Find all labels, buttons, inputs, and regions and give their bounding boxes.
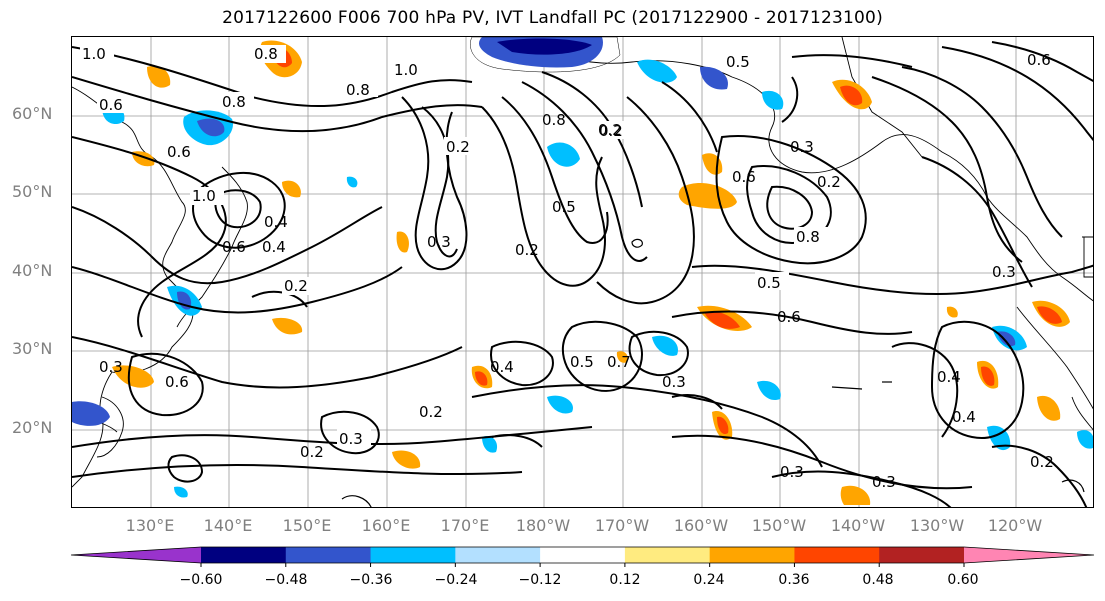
contour-label: 0.6 xyxy=(732,168,756,186)
contour-label: 0.5 xyxy=(570,353,594,371)
colorbar-tick-label: −0.48 xyxy=(264,572,308,588)
colorbar-segment xyxy=(455,547,541,563)
colorbar-segment xyxy=(201,547,287,563)
colorbar-tick-label: 0.60 xyxy=(947,572,979,588)
colorbar-segment xyxy=(624,547,711,563)
contour-label: 0.4 xyxy=(262,238,286,256)
colorbar xyxy=(70,546,1095,567)
contour-label: 0.2 xyxy=(598,121,622,139)
colorbar-tick-label: 0.12 xyxy=(609,572,641,588)
lon-label-130e: 130°E xyxy=(125,516,175,535)
colorbar-tick-label: 0.48 xyxy=(862,572,894,588)
map-title: 2017122600 F006 700 hPa PV, IVT Landfall… xyxy=(222,8,883,28)
contour-label: 0.6 xyxy=(167,143,191,161)
contour-label: 1.0 xyxy=(82,45,106,63)
colorbar-segment xyxy=(370,547,456,563)
colorbar-segment xyxy=(540,547,626,563)
contour-label: 1.0 xyxy=(394,61,418,79)
colorbar-tick-label: −0.60 xyxy=(179,572,223,588)
lon-label-140e: 140°E xyxy=(203,516,253,535)
contour-label: 0.6 xyxy=(222,238,246,256)
colorbar-tick-label: −0.36 xyxy=(349,572,393,588)
lat-label-40n: 40°N xyxy=(12,261,53,280)
colorbar-tick-label: −0.12 xyxy=(518,572,562,588)
lat-label-60n: 60°N xyxy=(12,104,53,123)
contour-label: 0.2 xyxy=(419,403,443,421)
contour-label: 0.3 xyxy=(992,263,1016,281)
contour-label: 0.4 xyxy=(952,408,976,426)
contour-label: 0.3 xyxy=(427,233,451,251)
contour-label: 0.8 xyxy=(254,45,278,63)
lon-label-120w: 120°W xyxy=(987,516,1043,535)
contour-label: 0.6 xyxy=(99,96,123,114)
contour-label: 0.3 xyxy=(99,358,123,376)
contour-label: 0.2 xyxy=(1030,453,1054,471)
lat-label-50n: 50°N xyxy=(12,182,53,201)
contour-label: 0.3 xyxy=(780,463,804,481)
contour-label: 0.6 xyxy=(1027,51,1051,69)
contour-label: 0.2 xyxy=(300,443,324,461)
contour-label: 0.5 xyxy=(757,274,781,292)
lon-label-130w: 130°W xyxy=(909,516,965,535)
contour-label: 0.5 xyxy=(726,53,750,71)
lat-label-30n: 30°N xyxy=(12,339,53,358)
contour-label: 0.3 xyxy=(662,373,686,391)
colorbar-segments xyxy=(70,546,1095,564)
colorbar-segment xyxy=(285,547,372,563)
fill-regions xyxy=(72,37,1093,505)
contour-lines-thin xyxy=(341,238,1085,507)
colorbar-extend-high xyxy=(964,547,1094,563)
contour-labels: 1.0 0.8 1.0 0.6 0.8 0.8 0.6 0.5 0.2 0.2 … xyxy=(80,45,1054,491)
contour-lines xyxy=(72,41,1093,507)
contour-label: 0.3 xyxy=(790,138,814,156)
contour-label: 0.2 xyxy=(515,241,539,259)
contour-label: 0.5 xyxy=(552,198,576,216)
contour-label: 0.4 xyxy=(937,368,961,386)
lon-label-160e: 160°E xyxy=(361,516,411,535)
contour-label: 0.2 xyxy=(817,173,841,191)
lon-label-150w: 150°W xyxy=(751,516,807,535)
contour-label: 0.8 xyxy=(796,228,820,246)
lon-label-170w: 170°W xyxy=(594,516,650,535)
lat-label-20n: 20°N xyxy=(12,418,53,437)
colorbar-extend-low xyxy=(71,547,201,563)
contour-label: 0.2 xyxy=(284,277,308,295)
contour-label: 0.4 xyxy=(264,213,288,231)
contour-label: 0.8 xyxy=(346,81,370,99)
colorbar-tick-label: 0.36 xyxy=(778,572,810,588)
colorbar-tick-label: 0.24 xyxy=(693,572,725,588)
contour-label: 0.4 xyxy=(490,358,514,376)
map-canvas: 1.0 0.8 1.0 0.6 0.8 0.8 0.6 0.5 0.2 0.2 … xyxy=(72,37,1093,507)
lon-label-180w: 180°W xyxy=(515,516,571,535)
contour-label: 0.8 xyxy=(222,93,246,111)
colorbar-segment xyxy=(879,547,965,563)
contour-label: 0.6 xyxy=(777,308,801,326)
colorbar-segment xyxy=(794,547,880,563)
lon-label-150e: 150°E xyxy=(282,516,332,535)
colorbar-tick-label: −0.24 xyxy=(434,572,478,588)
contour-label: 1.0 xyxy=(192,187,216,205)
contour-label: 0.6 xyxy=(165,373,189,391)
lon-label-160w: 160°W xyxy=(673,516,729,535)
contour-label: 0.2 xyxy=(446,138,470,156)
contour-label: 0.3 xyxy=(872,473,896,491)
contour-label: 0.2 xyxy=(599,122,623,140)
contour-label: 0.8 xyxy=(542,111,566,129)
lon-label-140w: 140°W xyxy=(830,516,886,535)
map-panel: 1.0 0.8 1.0 0.6 0.8 0.8 0.6 0.5 0.2 0.2 … xyxy=(71,36,1094,508)
colorbar-ticks xyxy=(200,563,965,567)
contour-label: 0.3 xyxy=(339,430,363,448)
contour-label: 0.7 xyxy=(607,353,631,371)
lon-label-170e: 170°E xyxy=(440,516,490,535)
colorbar-segment xyxy=(709,547,795,563)
